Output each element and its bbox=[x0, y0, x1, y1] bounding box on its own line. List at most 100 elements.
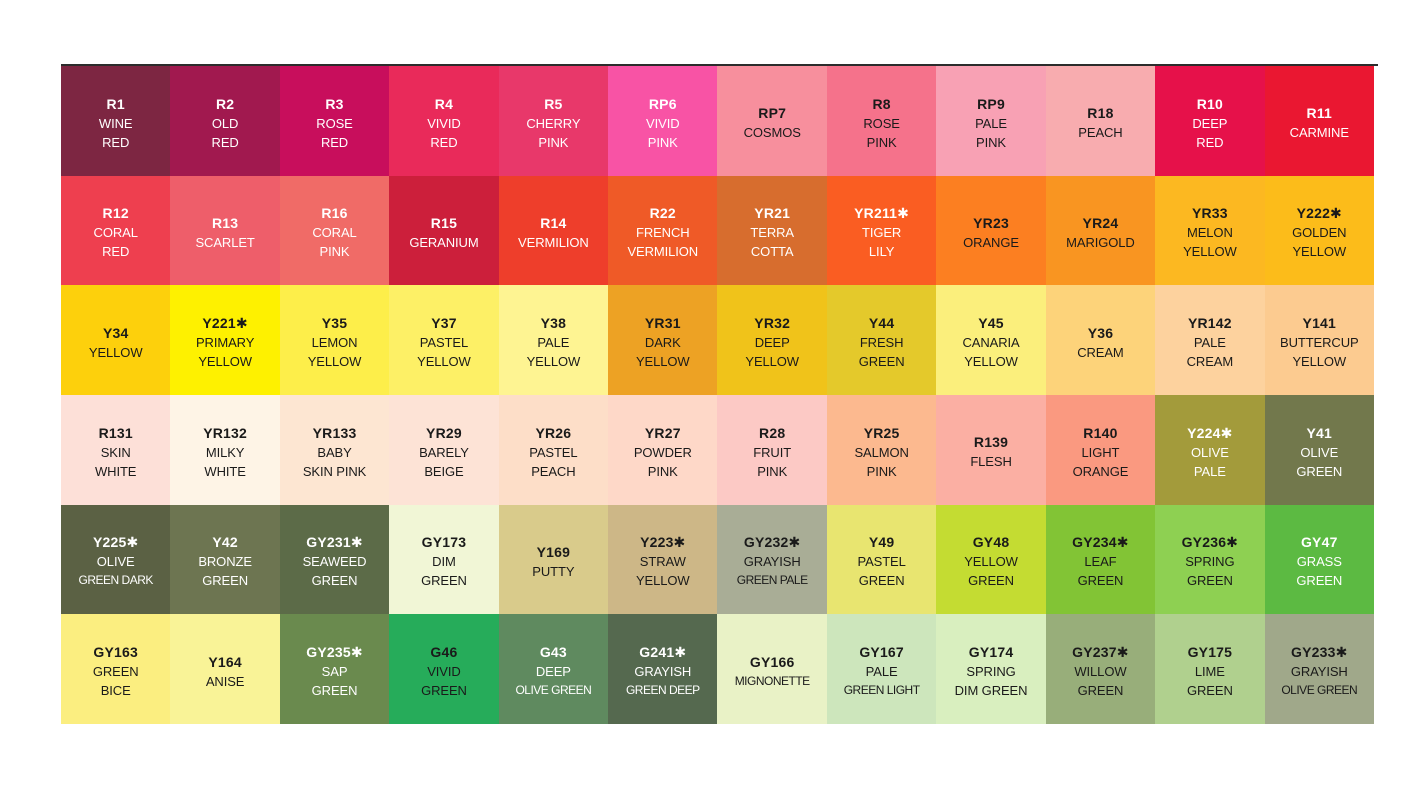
swatch-name-line: DEEP bbox=[754, 335, 790, 351]
color-swatch-yr29: YR29 BARELY BEIGE bbox=[389, 394, 499, 505]
swatch-name-line: GREEN bbox=[421, 573, 467, 589]
color-swatch-gy232: GY232✱ GRAYISH GREEN PALE bbox=[717, 504, 827, 615]
swatch-code: R3 bbox=[325, 95, 344, 112]
swatch-name-line: CARMINE bbox=[1289, 125, 1349, 141]
color-swatch-rp6: RP6 VIVID PINK bbox=[608, 66, 718, 176]
color-swatch-yr133: YR133 BABY SKIN PINK bbox=[279, 394, 390, 505]
swatch-code: Y38 bbox=[540, 315, 567, 332]
swatch-code: GY235✱ bbox=[306, 644, 363, 661]
color-swatch-r22: R22 FRENCH VERMILION bbox=[608, 175, 718, 286]
swatch-code: RP9 bbox=[977, 95, 1005, 112]
swatch-code: R10 bbox=[1196, 95, 1224, 112]
swatch-name-line: CORAL bbox=[312, 225, 357, 241]
swatch-code: GY237✱ bbox=[1072, 644, 1129, 661]
swatch-name-line: COTTA bbox=[750, 244, 794, 260]
swatch-name-line: VIVID bbox=[646, 115, 680, 131]
swatch-name-line: GREEN bbox=[1296, 463, 1343, 479]
color-swatch-gy166: GY166 MIGNONETTE bbox=[717, 614, 827, 724]
swatch-name-line: OLD bbox=[211, 115, 239, 131]
swatch-code: RP7 bbox=[758, 105, 787, 122]
swatch-code: G46 bbox=[430, 644, 458, 661]
swatch-name-line: CREAM bbox=[1186, 354, 1234, 370]
swatch-name-line: TIGER bbox=[862, 225, 902, 241]
swatch-name-line: YELLOW bbox=[1183, 244, 1237, 260]
color-swatch-y141: Y141 BUTTERCUP YELLOW bbox=[1264, 285, 1374, 395]
color-swatch-yr32: YR32 DEEP YELLOW bbox=[717, 285, 827, 395]
swatch-code: R8 bbox=[872, 95, 891, 112]
swatch-code: YR21 bbox=[754, 205, 791, 222]
swatch-name-line: GREEN bbox=[311, 683, 358, 699]
swatch-code: Y141 bbox=[1302, 315, 1337, 332]
color-swatch-r8: R8 ROSE PINK bbox=[826, 66, 937, 176]
swatch-name-line: YELLOW bbox=[526, 354, 581, 370]
color-swatch-gy167: GY167 PALE GREEN LIGHT bbox=[826, 614, 937, 724]
swatch-name-line: PEACH bbox=[531, 463, 576, 479]
swatch-code: Y164 bbox=[208, 653, 242, 670]
swatch-code: R13 bbox=[211, 214, 239, 231]
swatch-name-line: GREEN PALE bbox=[736, 573, 808, 588]
color-swatch-yr132: YR132 MILKY WHITE bbox=[170, 394, 280, 505]
swatch-code: Y42 bbox=[212, 534, 238, 551]
swatch-name-line: MELON bbox=[1187, 225, 1233, 241]
swatch-name-line: PASTEL bbox=[857, 554, 906, 570]
color-swatch-r3: R3 ROSE RED bbox=[279, 66, 390, 176]
swatch-code: Y45 bbox=[978, 315, 1004, 332]
swatch-name-line: RED bbox=[102, 134, 130, 150]
swatch-name-line: WHITE bbox=[95, 463, 137, 479]
color-swatch-y41: Y41 OLIVE GREEN bbox=[1264, 394, 1374, 505]
swatch-name-line: LILY bbox=[868, 244, 895, 260]
color-swatch-y221: Y221✱ PRIMARY YELLOW bbox=[170, 285, 280, 395]
swatch-code: GY163 bbox=[93, 644, 138, 661]
color-swatch-g43: G43 DEEP OLIVE GREEN bbox=[498, 614, 609, 724]
swatch-name-line: CANARIA bbox=[962, 335, 1020, 351]
color-swatch-r1: R1 WINE RED bbox=[61, 66, 171, 176]
swatch-name-line: LEMON bbox=[311, 335, 358, 351]
swatch-name-line: RED bbox=[211, 134, 239, 150]
color-swatch-y164: Y164 ANISE bbox=[170, 614, 280, 724]
swatch-name-line: ANISE bbox=[205, 673, 245, 689]
color-swatch-y34: Y34 YELLOW bbox=[61, 285, 171, 395]
swatch-name-line: GERANIUM bbox=[409, 234, 479, 250]
swatch-code: GY233✱ bbox=[1291, 644, 1348, 661]
swatch-name-line: OLIVE bbox=[96, 554, 135, 570]
color-swatch-grid: R1 WINE RED R2 OLD RED R3 ROSE RED R4 VIVID RED R5 CH… bbox=[61, 66, 1374, 724]
swatch-name-line: DEEP bbox=[1192, 115, 1228, 131]
swatch-code: Y221✱ bbox=[202, 315, 248, 332]
swatch-name-line: GREEN bbox=[1187, 683, 1233, 699]
swatch-name-line: MIGNONETTE bbox=[734, 673, 811, 688]
swatch-code: Y34 bbox=[102, 324, 129, 341]
color-swatch-gy235: GY235✱ SAP GREEN bbox=[279, 614, 390, 724]
swatch-name-line: OLIVE GREEN bbox=[515, 683, 592, 698]
swatch-name-line: GREEN bbox=[421, 683, 467, 699]
swatch-name-line: VIVID bbox=[427, 115, 461, 131]
swatch-code: G241✱ bbox=[639, 644, 687, 661]
swatch-name-line: PINK bbox=[647, 463, 678, 479]
color-swatch-g241: G241✱ GRAYISH GREEN DEEP bbox=[608, 614, 718, 724]
swatch-name-line: PASTEL bbox=[529, 444, 578, 460]
color-swatch-yr23: YR23 ORANGE bbox=[936, 175, 1046, 286]
swatch-name-line: VERMILION bbox=[627, 244, 699, 260]
swatch-name-line: YELLOW bbox=[1292, 244, 1347, 260]
color-swatch-r11: R11 CARMINE bbox=[1264, 66, 1374, 176]
swatch-code: R28 bbox=[759, 424, 786, 441]
color-swatch-yr25: YR25 SALMON PINK bbox=[826, 394, 937, 505]
swatch-name-line: OLIVE bbox=[1190, 444, 1229, 460]
swatch-code: R12 bbox=[102, 205, 129, 222]
swatch-name-line: GREEN bbox=[1077, 573, 1124, 589]
swatch-name-line: GREEN bbox=[858, 354, 905, 370]
swatch-name-line: PINK bbox=[866, 463, 897, 479]
swatch-code: YR211✱ bbox=[854, 205, 910, 222]
swatch-name-line: DEEP bbox=[535, 664, 571, 680]
swatch-name-line: SKIN PINK bbox=[302, 463, 367, 479]
swatch-code: Y224✱ bbox=[1187, 424, 1233, 441]
color-swatch-y44: Y44 FRESH GREEN bbox=[826, 285, 937, 395]
swatch-name-line: SCARLET bbox=[195, 234, 255, 250]
swatch-code: R2 bbox=[215, 95, 235, 112]
swatch-code: R131 bbox=[98, 424, 133, 441]
swatch-name-line: PINK bbox=[319, 244, 350, 260]
color-swatch-r131: R131 SKIN WHITE bbox=[61, 394, 171, 505]
swatch-name-line: GREEN bbox=[92, 664, 139, 680]
swatch-name-line: GREEN LIGHT bbox=[843, 683, 920, 698]
color-swatch-r140: R140 LIGHT ORANGE bbox=[1045, 394, 1156, 505]
swatch-name-line: YELLOW bbox=[307, 354, 362, 370]
